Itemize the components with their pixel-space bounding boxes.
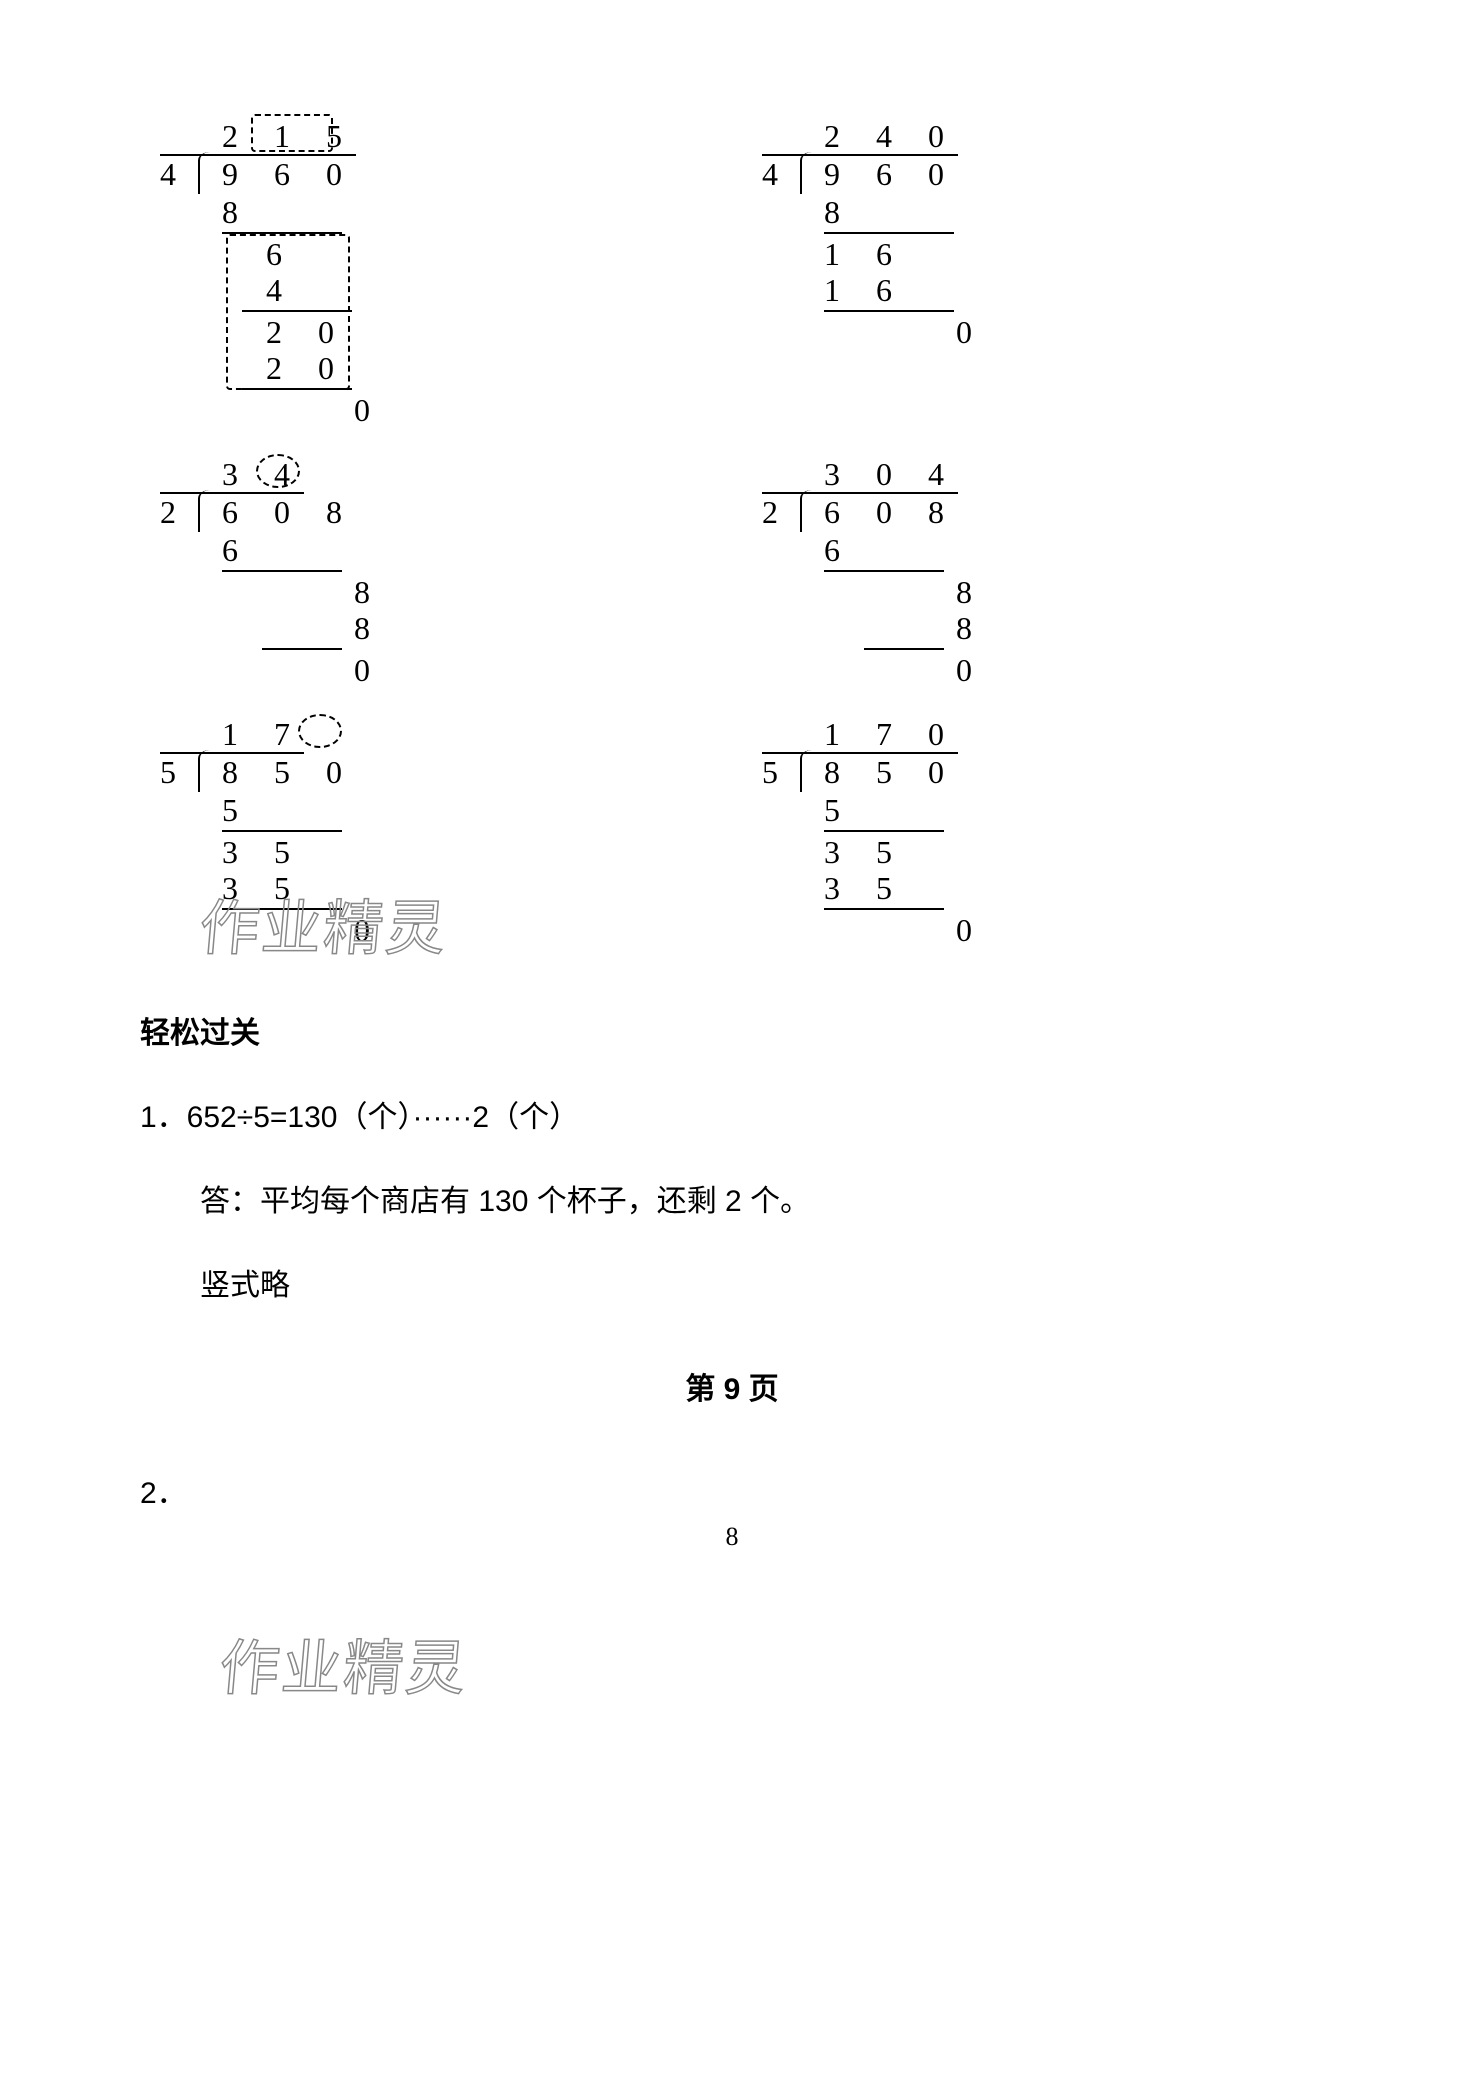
dividend: 9 6 0: [824, 158, 958, 190]
work-row: 5: [824, 792, 986, 828]
work-row: 5: [222, 792, 384, 828]
work-row: 1 6: [824, 236, 986, 272]
note-1: 竖式略: [200, 1260, 1324, 1304]
division-rule: [824, 232, 954, 234]
section-title: 轻松过关: [140, 1008, 1324, 1052]
quotient: 1 7: [160, 718, 304, 754]
error-highlight-box: [226, 234, 350, 390]
division-rule: [222, 570, 342, 572]
watermark-text: 作业精灵: [216, 1620, 472, 1707]
division-p2-right: 3 0 4 2 6 0 8 6 8 8 0: [762, 458, 1324, 688]
division-rule: [864, 648, 944, 650]
division-p3-left: 1 7 5 8 5 0 5 3 5 3 5 0: [160, 718, 722, 948]
division-bracket: [198, 490, 222, 532]
divisor: 2: [160, 496, 190, 528]
dividend: 8 5 0: [824, 756, 958, 788]
division-rule: [222, 830, 342, 832]
work-row: 3 5: [222, 870, 384, 906]
work-row: 0: [824, 652, 986, 688]
work-row: 0: [824, 314, 986, 350]
division-bracket: [800, 490, 824, 532]
dividend: 6 0 8: [222, 496, 356, 528]
quotient: 3 0 4: [762, 458, 958, 494]
work-row: 0: [824, 912, 986, 948]
error-highlight-oval: [298, 714, 342, 748]
dividend: 8 5 0: [222, 756, 356, 788]
division-rule: [824, 830, 944, 832]
divisor: 4: [762, 158, 792, 190]
division-bracket: [198, 152, 222, 194]
division-rule: [824, 310, 954, 312]
page-section-title: 第 9 页: [140, 1364, 1324, 1408]
division-p3-right: 1 7 0 5 8 5 0 5 3 5 3 5 0: [762, 718, 1324, 948]
division-p1-right: 2 4 0 4 9 6 0 8 1 6 1 6 0: [762, 120, 1324, 428]
divisor: 4: [160, 158, 190, 190]
work-row: 0: [222, 912, 384, 948]
division-bracket: [800, 750, 824, 792]
work-row: 8: [222, 574, 384, 610]
work-row: 8: [222, 194, 384, 230]
error-highlight-box: [251, 114, 333, 152]
page-number: 8: [0, 1522, 1464, 1552]
division-bracket: [800, 152, 824, 194]
work-row: 3 5: [824, 834, 986, 870]
division-rule: [824, 908, 944, 910]
quotient: 2 4 0: [762, 120, 958, 156]
work-row: 8: [824, 574, 986, 610]
dividend: 6 0 8: [824, 496, 958, 528]
quotient: 1 7 0: [762, 718, 958, 754]
work-row: 3 5: [824, 870, 986, 906]
divisor: 5: [160, 756, 190, 788]
work-row: 0: [222, 392, 384, 428]
division-p2-left: 3 4 2 6 0 8 6 8 8 0: [160, 458, 722, 688]
work-row: 8: [222, 610, 384, 646]
work-row: 8: [824, 194, 986, 230]
division-rule: [262, 648, 342, 650]
work-row: 1 6: [824, 272, 986, 308]
error-highlight-oval: [256, 454, 300, 488]
problem-1: 1．652÷5=130（个）······2（个）: [140, 1092, 1324, 1136]
division-rule: [824, 570, 944, 572]
division-bracket: [198, 750, 222, 792]
division-p1-left: 2 1 5 4 9 6 0 8 6 4 2 0 2 0 0: [160, 120, 722, 428]
dividend: 9 6 0: [222, 158, 356, 190]
answer-1: 答：平均每个商店有 130 个杯子，还剩 2 个。: [200, 1176, 1324, 1220]
text-content: 轻松过关 1．652÷5=130（个）······2（个） 答：平均每个商店有 …: [140, 1008, 1324, 1512]
work-row: 3 5: [222, 834, 384, 870]
division-rule: [222, 908, 342, 910]
divisor: 5: [762, 756, 792, 788]
divisor: 2: [762, 496, 792, 528]
work-row: 8: [824, 610, 986, 646]
work-row: 0: [222, 652, 384, 688]
work-row: 6: [222, 532, 384, 568]
work-row: 6: [824, 532, 986, 568]
division-grid: 2 1 5 4 9 6 0 8 6 4 2 0 2 0 0 2 4 0: [140, 120, 1324, 948]
item-2: 2．: [140, 1468, 1324, 1512]
